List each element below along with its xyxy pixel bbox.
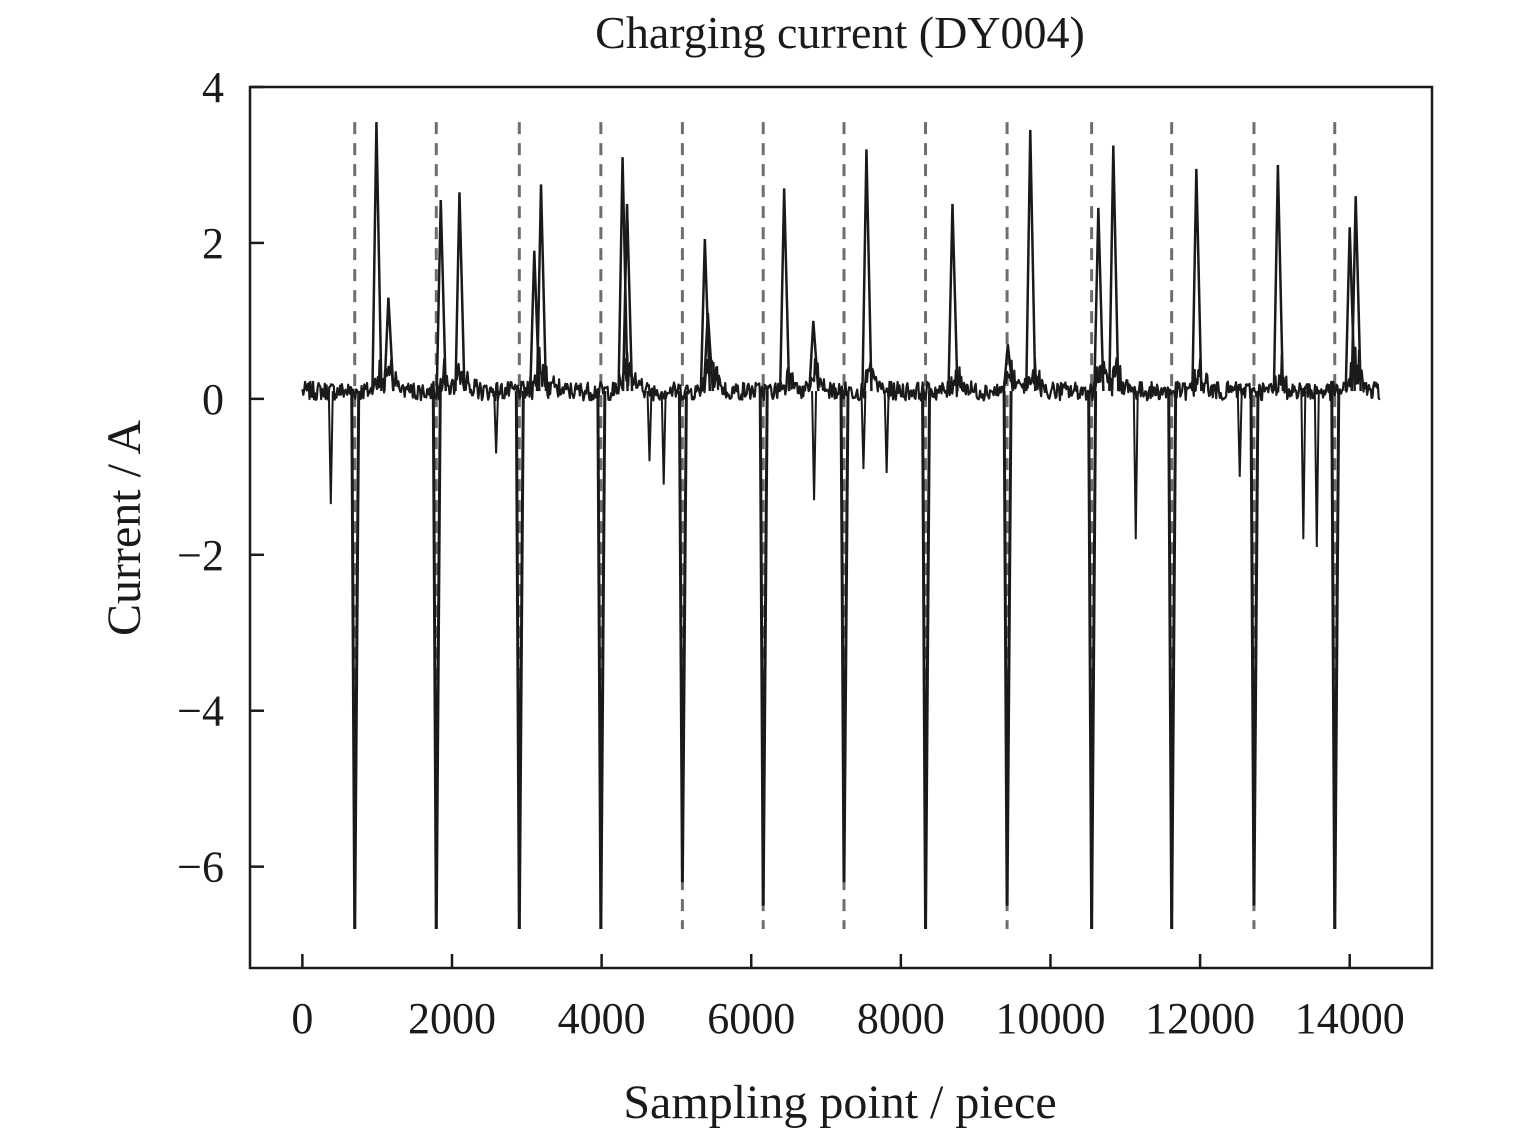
positive-spike bbox=[699, 238, 712, 392]
negative-spike bbox=[921, 391, 932, 930]
positive-spike bbox=[1191, 168, 1203, 392]
negative-spike bbox=[514, 391, 525, 930]
positive-spike bbox=[861, 149, 873, 392]
y-tick-label: 0 bbox=[202, 375, 224, 424]
y-axis-label: Current / A bbox=[98, 420, 151, 636]
minor-negative-spike bbox=[1313, 391, 1320, 548]
positive-spike bbox=[435, 200, 448, 392]
minor-negative-spike bbox=[860, 391, 867, 470]
x-tick-label: 8000 bbox=[857, 994, 945, 1043]
positive-spike bbox=[621, 203, 634, 392]
positive-spike bbox=[1108, 145, 1120, 392]
y-tick-label: 2 bbox=[202, 219, 224, 268]
negative-spike bbox=[1002, 391, 1013, 906]
x-tick-label: 2000 bbox=[408, 994, 496, 1043]
positive-spike bbox=[808, 320, 820, 392]
y-tick-label: −4 bbox=[177, 687, 224, 736]
y-tick-label: −2 bbox=[177, 531, 224, 580]
negative-spike bbox=[1167, 391, 1178, 930]
x-tick-label: 4000 bbox=[558, 994, 646, 1043]
negative-spike bbox=[1249, 391, 1260, 906]
positive-spike bbox=[454, 192, 466, 392]
x-tick-label: 6000 bbox=[707, 994, 795, 1043]
y-tick-label: −6 bbox=[177, 843, 224, 892]
x-tick-label: 14000 bbox=[1295, 994, 1405, 1043]
negative-spike bbox=[1087, 391, 1098, 930]
minor-negative-spike bbox=[493, 391, 500, 454]
minor-negative-spike bbox=[327, 391, 334, 505]
minor-negative-spike bbox=[883, 391, 890, 473]
plot-area: 4 2 0 −2 −4 −6 0 2000 4000 6000 8000 10000 12000 1400… bbox=[177, 63, 1434, 1043]
positive-spike bbox=[947, 203, 959, 392]
chart-title: Charging current (DY004) bbox=[595, 7, 1085, 58]
minor-negative-spike bbox=[811, 391, 818, 501]
positive-spike bbox=[1093, 207, 1105, 392]
minor-negative-spike bbox=[646, 391, 653, 462]
minor-negative-spike bbox=[1300, 391, 1307, 540]
negative-spike bbox=[1330, 391, 1341, 930]
minor-negative-spike bbox=[1132, 391, 1139, 540]
positive-spike bbox=[702, 313, 715, 392]
minor-negative-spike bbox=[660, 391, 667, 485]
x-tick-label: 12000 bbox=[1145, 994, 1255, 1043]
positive-spike bbox=[371, 122, 383, 392]
positive-spike bbox=[778, 188, 791, 392]
x-tick-label: 10000 bbox=[995, 994, 1105, 1043]
y-tick-label: 4 bbox=[202, 63, 224, 112]
positive-spike bbox=[1025, 129, 1037, 392]
negative-spike bbox=[758, 391, 769, 906]
minor-negative-spike bbox=[1236, 391, 1243, 477]
positive-spike bbox=[1350, 196, 1362, 392]
plot-frame bbox=[248, 85, 1434, 970]
positive-spike bbox=[1002, 344, 1015, 392]
negative-spike bbox=[350, 391, 361, 930]
positive-spike bbox=[1272, 164, 1285, 392]
positive-spike bbox=[535, 184, 548, 392]
x-tick-label: 0 bbox=[291, 994, 313, 1043]
negative-spike bbox=[431, 391, 442, 930]
positive-spike bbox=[383, 297, 395, 392]
x-axis-label: Sampling point / piece bbox=[623, 1076, 1056, 1129]
negative-spike bbox=[596, 391, 607, 930]
